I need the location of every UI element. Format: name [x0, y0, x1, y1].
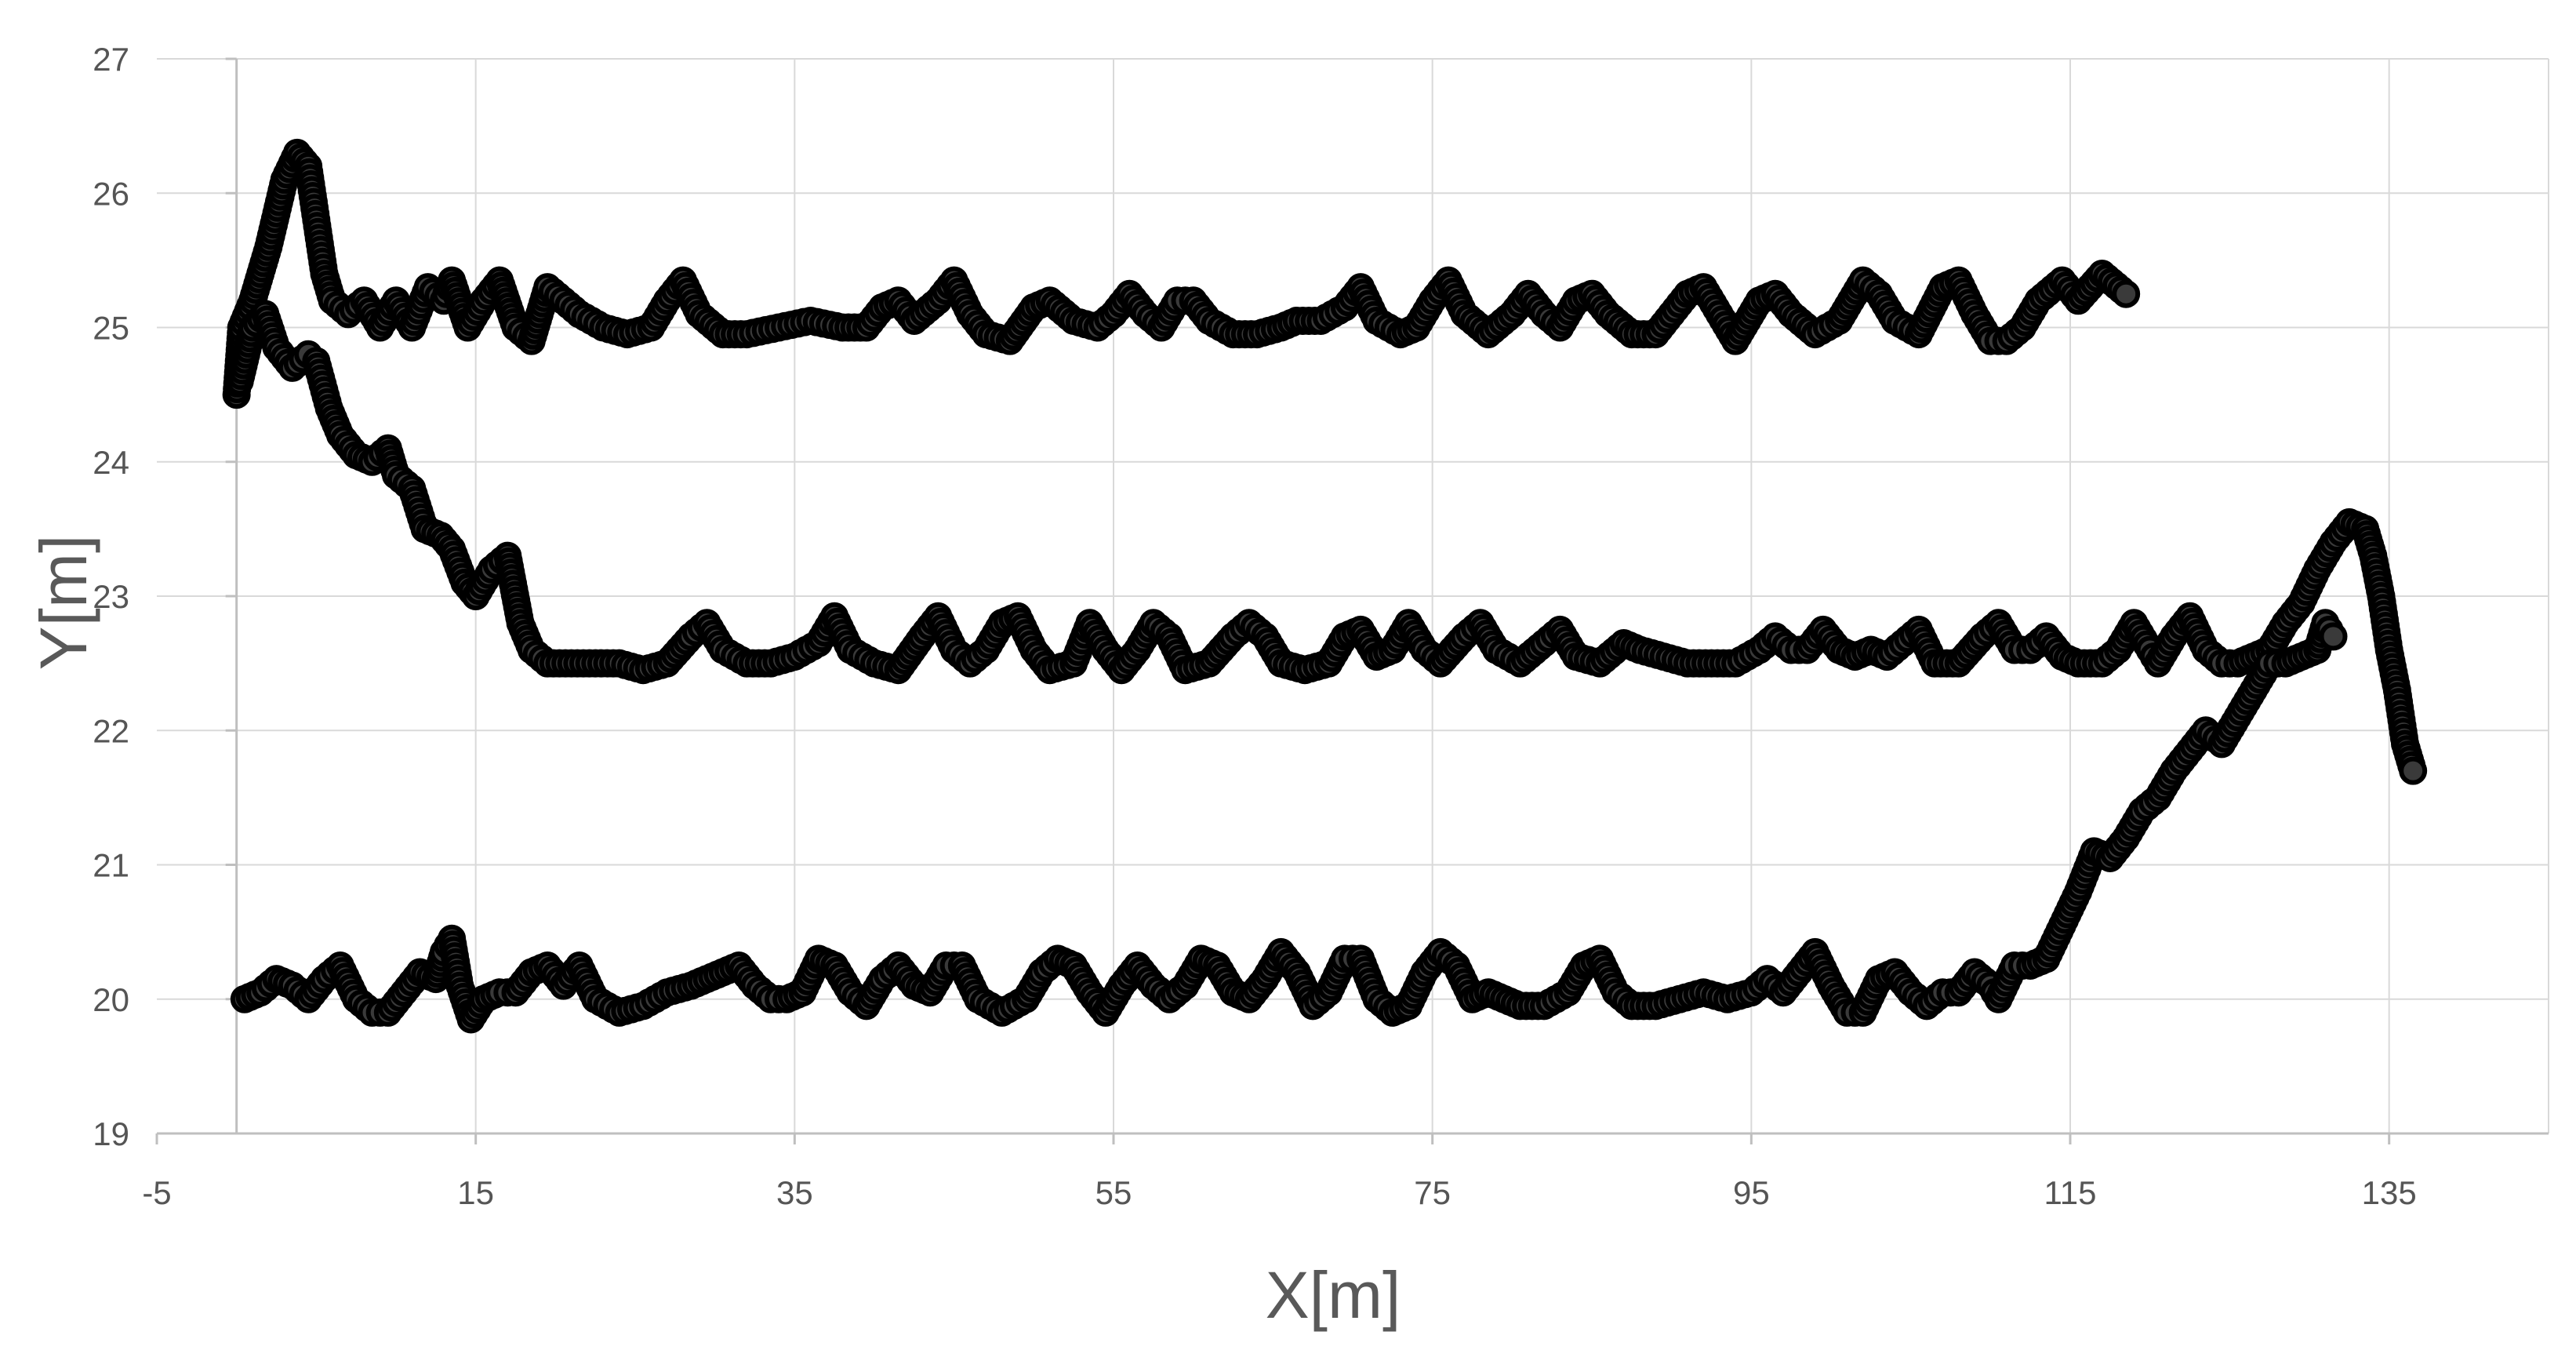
- y-tick-label: 27: [93, 41, 129, 78]
- x-tick-label: -5: [142, 1174, 171, 1211]
- data-points: [222, 138, 2428, 1034]
- x-tick-label: 75: [1414, 1174, 1451, 1211]
- data-point: [2319, 622, 2348, 651]
- grid-lines: [157, 58, 2549, 1133]
- y-tick-label: 25: [93, 310, 129, 347]
- x-tick-label: 15: [457, 1174, 494, 1211]
- x-tick-labels: -5 15 35 55 75 95 115 135: [142, 1174, 2416, 1211]
- x-tick-label: 35: [776, 1174, 813, 1211]
- y-tick-label: 19: [93, 1115, 129, 1152]
- y-tick-label: 24: [93, 444, 129, 481]
- data-point: [2112, 279, 2141, 308]
- x-tick-label: 115: [2044, 1174, 2097, 1211]
- y-tick-label: 20: [93, 981, 129, 1018]
- y-tick-label: 21: [93, 847, 129, 884]
- y-tick-label: 23: [93, 578, 129, 615]
- y-tick-label: 22: [93, 712, 129, 749]
- y-tick-label: 26: [93, 175, 129, 212]
- x-tick-label: 135: [2362, 1174, 2417, 1211]
- x-axis-label: X[m]: [1266, 1258, 1401, 1332]
- x-tick-label: 95: [1733, 1174, 1770, 1211]
- y-tick-labels: 19 20 21 22 23 24 25 26 27: [93, 41, 129, 1152]
- y-axis-label: Y[m]: [27, 535, 100, 671]
- x-tick-label: 55: [1095, 1174, 1132, 1211]
- data-point: [2399, 756, 2428, 785]
